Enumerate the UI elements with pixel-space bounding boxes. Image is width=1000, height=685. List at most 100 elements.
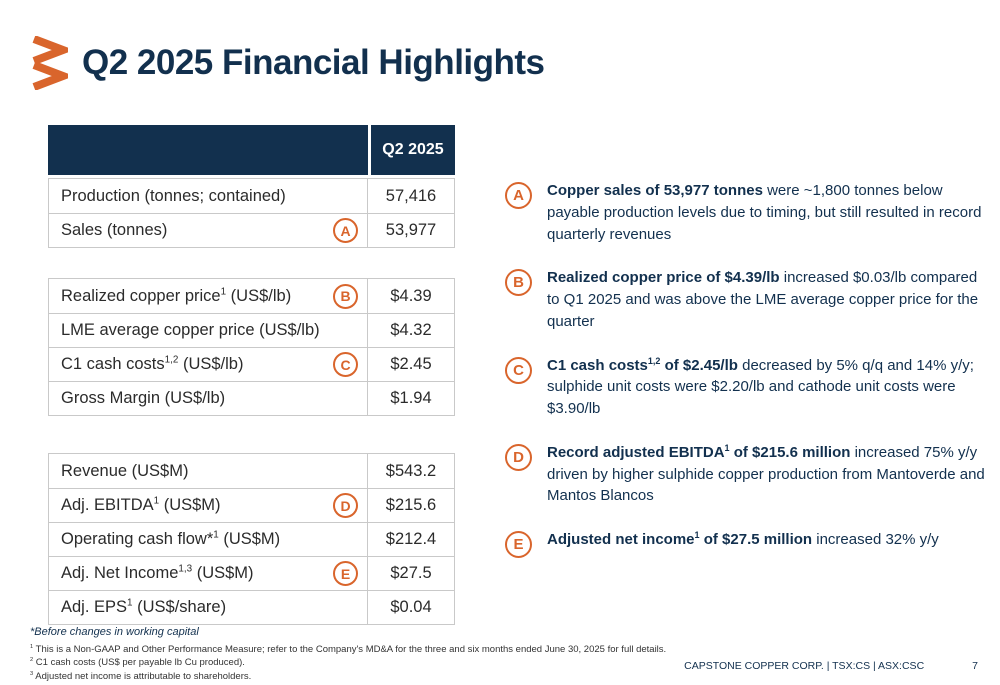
bold-pre: Record adjusted EBITDA (547, 443, 725, 461)
label-sup: 1,3 (178, 563, 193, 575)
row-label-text: Sales (tonnes) (61, 221, 167, 240)
label-pre: Sales (tonnes) (61, 221, 168, 239)
footnotes: *Before changes in working capital 1 Thi… (30, 626, 666, 683)
list-item-D: D Record adjusted EBITDA1 of $215.6 mill… (505, 442, 991, 507)
bullet-rest: increased $0.03/lb compared to Q1 2025 a… (547, 269, 979, 330)
row-label: Adj. Net Income1,3 (US$M) E (49, 557, 367, 590)
row-value: $2.45 (367, 348, 454, 381)
bullet-bold: Realized copper price of $4.39/lb (547, 269, 780, 286)
row-value: $1.94 (367, 382, 454, 415)
capstone-logo-icon (32, 36, 68, 90)
label-pre: Adj. EPS (61, 598, 128, 616)
bold-sup: 1,2 (647, 355, 661, 366)
highlights-list: A Copper sales of 53,977 tonnes were ~1,… (505, 180, 991, 580)
bullet-text: Copper sales of 53,977 tonnes were ~1,80… (547, 180, 987, 245)
label-post: (US$M) (192, 564, 254, 582)
marker-badge-A: A (333, 218, 358, 243)
footnote-sup: 3 (30, 670, 34, 677)
table-row: Adj. Net Income1,3 (US$M) E $27.5 (49, 556, 454, 590)
table-row: Adj. EBITDA1 (US$M) D $215.6 (49, 488, 454, 522)
label-post: (US$M) (218, 530, 281, 548)
label-sup: 1 (220, 286, 227, 297)
label-pre: Production (tonnes; contained) (61, 186, 286, 205)
row-value: $4.32 (367, 314, 454, 347)
row-label: Gross Margin (US$/lb) (49, 382, 367, 415)
row-label: LME average copper price (US$/lb) (49, 314, 367, 347)
footnote-text: C1 cash costs (US$ per payable lb Cu pro… (33, 657, 245, 669)
footnote-2: 2 C1 cash costs (US$ per payable lb Cu p… (30, 656, 666, 669)
list-item-C: C C1 cash costs1,2 of $2.45/lb decreased… (505, 355, 991, 420)
label-post: (US$/lb) (226, 286, 292, 305)
list-item-B: B Realized copper price of $4.39/lb incr… (505, 267, 991, 332)
row-label-text: Adj. EBITDA1 (US$M) (61, 496, 221, 515)
row-label: Revenue (US$M) (49, 454, 367, 488)
row-label: Realized copper price1 (US$/lb) B (49, 279, 367, 313)
row-label-text: LME average copper price (US$/lb) (61, 321, 320, 340)
bullet-text: Realized copper price of $4.39/lb increa… (547, 267, 987, 332)
bold-post: of $2.45/lb (660, 356, 738, 374)
table-row: LME average copper price (US$/lb) $4.32 (49, 313, 454, 347)
footnote-1: 1 This is a Non-GAAP and Other Performan… (30, 643, 666, 656)
bullet-bold: C1 cash costs1,2 of $2.45/lb (547, 355, 738, 374)
bold-post: of $215.6 million (729, 443, 851, 461)
label-post: (US$/lb) (178, 355, 244, 373)
slide-header: Q2 2025 Financial Highlights (30, 36, 545, 90)
page-number: 7 (972, 660, 978, 672)
row-value: 57,416 (367, 179, 454, 213)
label-pre: Realized copper price (61, 286, 221, 305)
table-header: Q2 2025 (48, 125, 455, 175)
bullet-text: Record adjusted EBITDA1 of $215.6 millio… (547, 442, 987, 507)
table-row: Realized copper price1 (US$/lb) B $4.39 (49, 279, 454, 313)
bullet-marker-E: E (505, 531, 532, 558)
marker-badge-B: B (333, 283, 358, 309)
row-label-text: Realized copper price1 (US$/lb) (61, 287, 291, 306)
bullet-text: Adjusted net income1 of $27.5 million in… (547, 529, 987, 558)
footnote-text: Adjusted net income is attributable to s… (33, 670, 252, 682)
table-group-prices: Realized copper price1 (US$/lb) B $4.39 … (48, 278, 455, 416)
bullet-text: C1 cash costs1,2 of $2.45/lb decreased b… (547, 355, 987, 420)
row-label: C1 cash costs1,2 (US$/lb) C (49, 348, 367, 381)
bullet-bold: Record adjusted EBITDA1 of $215.6 millio… (547, 443, 851, 461)
label-pre: C1 cash costs (61, 355, 165, 373)
label-post: (US$/share) (132, 598, 227, 616)
bold-pre: C1 cash costs (547, 356, 648, 374)
row-label-text: Operating cash flow*1 (US$M) (61, 530, 280, 549)
row-label-text: Adj. EPS1 (US$/share) (61, 598, 226, 617)
label-pre: Gross Margin (US$/lb) (61, 389, 226, 407)
row-value: $212.4 (367, 523, 454, 556)
label-sup: 1 (153, 495, 160, 507)
table-row: Sales (tonnes) A 53,977 (49, 213, 454, 247)
bullet-rest: decreased by 5% q/q and 14% y/y; sulphid… (547, 356, 974, 418)
row-label: Operating cash flow*1 (US$M) (49, 523, 367, 556)
row-value: $0.04 (367, 591, 454, 624)
table-row: C1 cash costs1,2 (US$/lb) C $2.45 (49, 347, 454, 381)
row-value: $4.39 (367, 279, 454, 313)
table-header-label-cell (48, 125, 368, 175)
row-value: $543.2 (367, 454, 454, 488)
bullet-bold: Adjusted net income1 of $27.5 million (547, 531, 812, 549)
table-group-production: Production (tonnes; contained) 57,416 Sa… (48, 178, 455, 248)
bullet-marker-A: A (505, 182, 532, 209)
row-label: Adj. EPS1 (US$/share) (49, 591, 367, 624)
marker-badge-C: C (333, 352, 358, 377)
table-row: Adj. EPS1 (US$/share) $0.04 (49, 590, 454, 624)
slide-footer: CAPSTONE COPPER CORP. | TSX:CS | ASX:CSC… (684, 660, 978, 672)
label-sup: 1 (213, 529, 219, 541)
label-sup: 1 (127, 597, 133, 609)
bullet-rest: were ~1,800 tonnes below payable product… (547, 182, 982, 243)
footnote-3: 3 Adjusted net income is attributable to… (30, 670, 666, 683)
row-label-text: Adj. Net Income1,3 (US$M) (61, 564, 254, 583)
bullet-rest: increased 75% y/y driven by higher sulph… (547, 443, 985, 505)
marker-badge-D: D (333, 493, 358, 518)
label-pre: Operating cash flow* (61, 530, 214, 548)
list-item-A: A Copper sales of 53,977 tonnes were ~1,… (505, 180, 991, 245)
row-value: $27.5 (367, 557, 454, 590)
bullet-bold: Copper sales of 53,977 tonnes (547, 182, 763, 199)
bullet-rest: increased 32% y/y (812, 531, 939, 548)
footer-company: CAPSTONE COPPER CORP. | TSX:CS | ASX:CSC (684, 660, 925, 672)
footnote-sup: 1 (30, 643, 34, 650)
table-group-financials: Revenue (US$M) $543.2 Adj. EBITDA1 (US$M… (48, 453, 455, 625)
footnote-star: *Before changes in working capital (30, 626, 199, 638)
label-pre: LME average copper price (US$/lb) (61, 321, 320, 339)
row-label: Sales (tonnes) A (49, 214, 367, 247)
